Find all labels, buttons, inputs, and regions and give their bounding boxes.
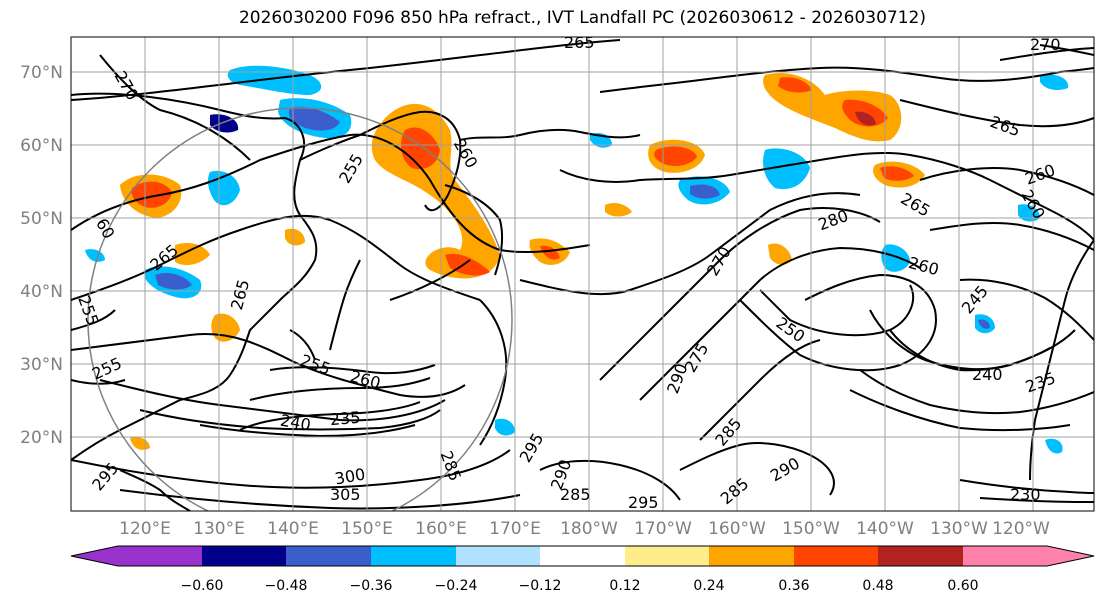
colorbar-tick-label: −0.24 bbox=[435, 578, 478, 594]
lon-label: 150°W bbox=[782, 519, 840, 539]
lat-label: 50°N bbox=[20, 209, 63, 229]
contour-label: 295 bbox=[628, 493, 659, 512]
lon-label: 130°E bbox=[193, 519, 245, 539]
colorbar-segment bbox=[878, 546, 963, 566]
colorbar-segment bbox=[709, 546, 794, 566]
colorbar-tick-label: 0.12 bbox=[609, 578, 640, 594]
lon-label: 170°W bbox=[634, 519, 692, 539]
lat-label: 60°N bbox=[20, 136, 63, 156]
colorbar-tick-label: 0.60 bbox=[947, 578, 978, 594]
colorbar-segment bbox=[286, 546, 371, 566]
lat-label: 20°N bbox=[20, 428, 63, 448]
colorbar-segment bbox=[794, 546, 878, 566]
map-frame bbox=[70, 36, 1095, 512]
colorbar-segment bbox=[963, 546, 1047, 566]
contour-label: 285 bbox=[560, 485, 591, 504]
contour-label: 270 bbox=[1030, 35, 1061, 54]
contour-label: 305 bbox=[330, 485, 361, 504]
lon-label: 140°E bbox=[267, 519, 319, 539]
colorbar-tick-label: −0.60 bbox=[181, 578, 224, 594]
lon-label: 120°W bbox=[992, 519, 1050, 539]
map-background bbox=[71, 37, 1094, 511]
contour-layer bbox=[71, 39, 1094, 510]
lon-label: 160°E bbox=[415, 519, 467, 539]
lat-label: 40°N bbox=[20, 282, 63, 302]
colorbar-ticks: −0.60 −0.48 −0.36 −0.24 −0.12 0.12 0.24 … bbox=[181, 578, 979, 594]
lon-label: 160°W bbox=[708, 519, 766, 539]
lat-label: 30°N bbox=[20, 355, 63, 375]
colorbar-tick-label: 0.36 bbox=[778, 578, 809, 594]
longitude-labels: 120°E 130°E 140°E 150°E 160°E 170°E 180°… bbox=[119, 519, 1050, 539]
graticule bbox=[71, 37, 1094, 511]
lon-label: 130°W bbox=[930, 519, 988, 539]
lon-label: 170°E bbox=[489, 519, 541, 539]
colorbar-segment bbox=[118, 546, 202, 566]
latitude-labels: 70°N 60°N 50°N 40°N 30°N 20°N bbox=[20, 63, 63, 448]
landfall-radius-circle bbox=[87, 107, 513, 511]
lat-label: 70°N bbox=[20, 63, 63, 83]
contour-label: 240 bbox=[972, 365, 1003, 384]
colorbar-tick-label: −0.48 bbox=[265, 578, 308, 594]
colorbar-extend-right bbox=[1047, 546, 1094, 566]
colorbar-segment bbox=[625, 546, 709, 566]
lon-label: 120°E bbox=[119, 519, 171, 539]
colorbar-tick-label: −0.36 bbox=[350, 578, 393, 594]
page-title: 2026030200 F096 850 hPa refract., IVT La… bbox=[238, 8, 926, 28]
contour-label: 265 bbox=[564, 33, 595, 52]
colorbar-tick-label: 0.24 bbox=[693, 578, 724, 594]
contour-label: 235 bbox=[329, 408, 361, 430]
colorbar: −0.60 −0.48 −0.36 −0.24 −0.12 0.12 0.24 … bbox=[70, 545, 1095, 594]
colorbar-segment bbox=[456, 546, 540, 566]
colorbar-segment bbox=[371, 546, 456, 566]
colorbar-tick-label: −0.12 bbox=[519, 578, 562, 594]
lon-label: 150°E bbox=[341, 519, 393, 539]
lon-label: 140°W bbox=[856, 519, 914, 539]
lon-label: 180°W bbox=[560, 519, 618, 539]
colorbar-extend-left bbox=[71, 546, 118, 566]
colorbar-segment bbox=[540, 546, 625, 566]
colorbar-tick-label: 0.48 bbox=[862, 578, 893, 594]
colorbar-segment bbox=[202, 546, 286, 566]
contour-label: 230 bbox=[1010, 485, 1041, 504]
